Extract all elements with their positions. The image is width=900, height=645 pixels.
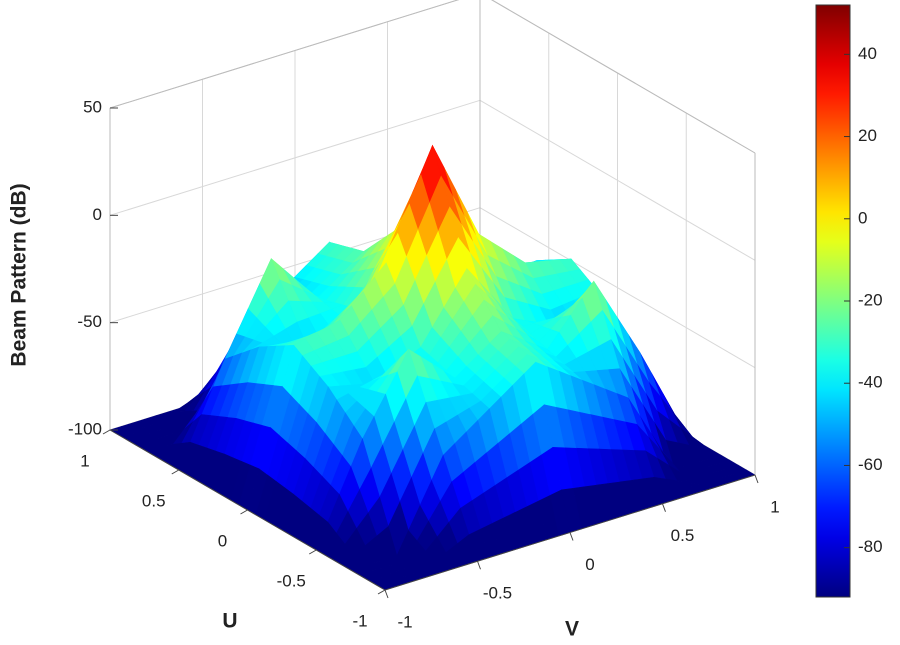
y-tick [384, 589, 389, 599]
z-axis-label: Beam Pattern (dB) [8, 183, 31, 366]
y-tick-label: 0 [585, 555, 594, 574]
y-tick [569, 532, 574, 541]
box-edge [491, 0, 756, 154]
x-tick-label: -0.5 [277, 571, 306, 590]
colorbar-tick-label: -20 [858, 290, 883, 309]
colorbar-tick-label: 0 [858, 208, 867, 227]
x-tick [377, 589, 386, 595]
x-tick [102, 429, 111, 435]
y-tick-label: 0.5 [671, 526, 695, 545]
y-axis-label: V [565, 618, 579, 641]
colorbar-tick-label: -60 [858, 455, 883, 474]
y-tick [754, 474, 759, 484]
y-tick-label: 1 [770, 497, 779, 516]
x-axis-label: U [222, 610, 237, 633]
colorbar-tick-label: -80 [858, 537, 883, 556]
z-tick-label: 50 [83, 97, 102, 116]
y-tick [662, 503, 666, 512]
x-tick-label: 1 [80, 451, 89, 470]
colorbar-tick-label: 40 [858, 44, 877, 63]
x-tick-label: 0.5 [142, 491, 166, 510]
z-tick-label: 0 [93, 205, 102, 224]
y-tick-label: -1 [397, 612, 412, 631]
x-axis-line [109, 429, 386, 591]
colorbar-tick-label: -40 [858, 373, 883, 392]
x-tick [309, 549, 317, 555]
axes: -100 -50 0 50 -1 -0.5 0 0.5 1 -1 -0.5 0 0.5 1 [68, 97, 780, 631]
x-tick [171, 469, 179, 475]
x-tick-label: 0 [218, 531, 227, 550]
colorbar-tick-label: 20 [858, 126, 877, 145]
y-tick-label: -0.5 [483, 584, 512, 603]
x-tick-label: -1 [352, 611, 367, 630]
colorbar-axis: -80 -60 -40 -20 0 20 40 [844, 44, 883, 556]
x-tick [240, 509, 248, 515]
y-axis-line [384, 474, 756, 591]
y-tick [477, 561, 481, 570]
z-tick-label: -50 [77, 312, 102, 331]
z-tick-label: -100 [68, 419, 102, 438]
box-edge [109, 0, 460, 109]
surface [109, 144, 756, 591]
